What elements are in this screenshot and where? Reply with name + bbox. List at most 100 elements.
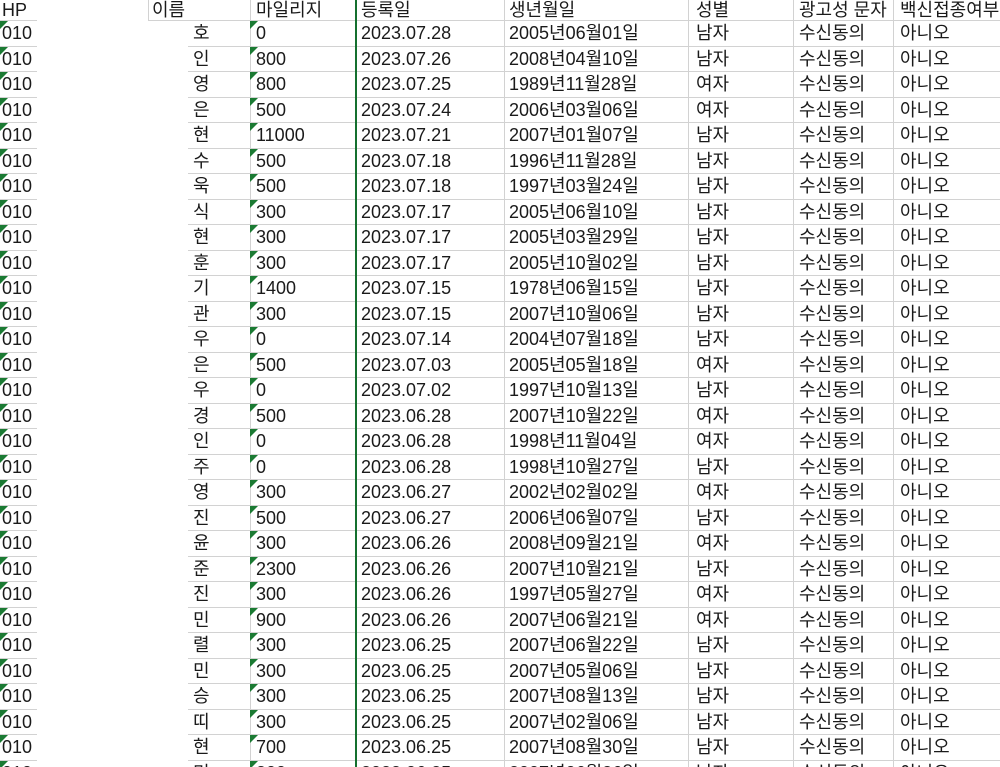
cell-name[interactable]: 호	[188, 21, 250, 47]
cell-hp[interactable]: 010	[0, 148, 37, 174]
cell-mileage[interactable]: 300	[250, 199, 355, 225]
cell-gender[interactable]: 여자	[688, 98, 793, 123]
cell-name[interactable]: 영	[188, 480, 250, 506]
cell-birth[interactable]: 2007년02월06일	[504, 710, 688, 735]
cell-birth[interactable]: 2007년06월22일	[504, 633, 688, 659]
cell-hp[interactable]: 010	[0, 709, 37, 735]
cell-gender[interactable]: 남자	[688, 455, 793, 480]
cell-name[interactable]: 기	[188, 276, 250, 302]
cell-vaccine[interactable]: 아니오	[893, 480, 1000, 506]
cell-vaccine[interactable]: 아니오	[893, 353, 1000, 378]
cell-name[interactable]: 은	[188, 353, 250, 378]
cell-reg_date[interactable]: 2023.07.02	[357, 378, 504, 404]
cell-birth[interactable]: 2005년06월01일	[504, 21, 688, 47]
cell-reg_date[interactable]: 2023.07.25	[357, 72, 504, 98]
cell-mileage[interactable]: 500	[250, 505, 355, 531]
cell-birth[interactable]: 1996년11월28일	[504, 149, 688, 174]
cell-ad_sms[interactable]: 수신동의	[793, 557, 893, 582]
column-header-gender[interactable]: 성별	[688, 0, 793, 21]
cell-hp[interactable]: 010	[0, 505, 37, 531]
cell-vaccine[interactable]: 아니오	[893, 608, 1000, 633]
cell-vaccine[interactable]: 아니오	[893, 72, 1000, 98]
cell-vaccine[interactable]: 아니오	[893, 761, 1000, 767]
cell-hp[interactable]: 010	[0, 199, 37, 225]
cell-mileage[interactable]: 500	[250, 148, 355, 174]
cell-name[interactable]: 현	[188, 123, 250, 149]
cell-name[interactable]: 렬	[188, 633, 250, 659]
cell-gender[interactable]: 여자	[688, 480, 793, 506]
cell-vaccine[interactable]: 아니오	[893, 327, 1000, 353]
cell-gender[interactable]: 여자	[688, 608, 793, 633]
cell-name[interactable]: 민	[188, 608, 250, 633]
cell-reg_date[interactable]: 2023.07.26	[357, 47, 504, 72]
cell-mileage[interactable]: 0	[250, 454, 355, 480]
cell-ad_sms[interactable]: 수신동의	[793, 480, 893, 506]
cell-ad_sms[interactable]: 수신동의	[793, 327, 893, 353]
cell-ad_sms[interactable]: 수신동의	[793, 276, 893, 302]
cell-ad_sms[interactable]: 수신동의	[793, 659, 893, 684]
cell-name[interactable]: 진	[188, 582, 250, 608]
cell-reg_date[interactable]: 2023.07.17	[357, 225, 504, 251]
cell-reg_date[interactable]: 2023.06.26	[357, 608, 504, 633]
cell-reg_date[interactable]: 2023.07.21	[357, 123, 504, 149]
cell-birth[interactable]: 2007년10월06일	[504, 302, 688, 327]
cell-hp[interactable]: 010	[0, 403, 37, 429]
cell-vaccine[interactable]: 아니오	[893, 174, 1000, 200]
cell-reg_date[interactable]: 2023.07.15	[357, 302, 504, 327]
cell-birth[interactable]: 2008년09월21일	[504, 531, 688, 557]
cell-mileage[interactable]: 0	[250, 21, 355, 47]
cell-hp[interactable]: 010	[0, 46, 37, 72]
cell-birth[interactable]: 2007년06월26일	[504, 761, 688, 767]
cell-vaccine[interactable]: 아니오	[893, 582, 1000, 608]
cell-vaccine[interactable]: 아니오	[893, 710, 1000, 735]
cell-birth[interactable]: 2008년04월10일	[504, 47, 688, 72]
cell-ad_sms[interactable]: 수신동의	[793, 302, 893, 327]
cell-vaccine[interactable]: 아니오	[893, 506, 1000, 531]
cell-hp[interactable]: 010	[0, 633, 37, 659]
cell-gender[interactable]: 남자	[688, 710, 793, 735]
cell-reg_date[interactable]: 2023.06.27	[357, 506, 504, 531]
cell-vaccine[interactable]: 아니오	[893, 200, 1000, 225]
cell-mileage[interactable]: 300	[250, 582, 355, 608]
cell-reg_date[interactable]: 2023.06.25	[357, 761, 504, 767]
cell-reg_date[interactable]: 2023.06.28	[357, 404, 504, 429]
cell-vaccine[interactable]: 아니오	[893, 404, 1000, 429]
cell-birth[interactable]: 2007년01월07일	[504, 123, 688, 149]
cell-vaccine[interactable]: 아니오	[893, 47, 1000, 72]
cell-reg_date[interactable]: 2023.07.18	[357, 174, 504, 200]
cell-vaccine[interactable]: 아니오	[893, 531, 1000, 557]
cell-vaccine[interactable]: 아니오	[893, 557, 1000, 582]
cell-vaccine[interactable]: 아니오	[893, 302, 1000, 327]
cell-vaccine[interactable]: 아니오	[893, 276, 1000, 302]
cell-ad_sms[interactable]: 수신동의	[793, 149, 893, 174]
cell-hp[interactable]: 010	[0, 327, 37, 353]
cell-reg_date[interactable]: 2023.06.27	[357, 480, 504, 506]
cell-hp[interactable]: 010	[0, 97, 37, 123]
cell-gender[interactable]: 남자	[688, 761, 793, 767]
cell-name[interactable]: 민	[188, 659, 250, 684]
cell-vaccine[interactable]: 아니오	[893, 98, 1000, 123]
cell-ad_sms[interactable]: 수신동의	[793, 582, 893, 608]
cell-hp[interactable]: 010	[0, 658, 37, 684]
cell-ad_sms[interactable]: 수신동의	[793, 378, 893, 404]
cell-gender[interactable]: 여자	[688, 353, 793, 378]
cell-mileage[interactable]: 0	[250, 429, 355, 455]
cell-mileage[interactable]: 0	[250, 327, 355, 353]
cell-birth[interactable]: 2007년10월22일	[504, 404, 688, 429]
cell-vaccine[interactable]: 아니오	[893, 21, 1000, 47]
cell-vaccine[interactable]: 아니오	[893, 455, 1000, 480]
cell-mileage[interactable]: 300	[250, 684, 355, 710]
cell-name[interactable]: 민	[188, 761, 250, 767]
cell-ad_sms[interactable]: 수신동의	[793, 353, 893, 378]
cell-gender[interactable]: 남자	[688, 123, 793, 149]
cell-gender[interactable]: 남자	[688, 378, 793, 404]
cell-hp[interactable]: 010	[0, 735, 37, 761]
cell-reg_date[interactable]: 2023.07.17	[357, 200, 504, 225]
cell-hp[interactable]: 010	[0, 760, 37, 767]
cell-ad_sms[interactable]: 수신동의	[793, 404, 893, 429]
cell-gender[interactable]: 남자	[688, 21, 793, 47]
cell-reg_date[interactable]: 2023.06.28	[357, 455, 504, 480]
cell-reg_date[interactable]: 2023.07.24	[357, 98, 504, 123]
cell-reg_date[interactable]: 2023.07.14	[357, 327, 504, 353]
cell-birth[interactable]: 2002년02월02일	[504, 480, 688, 506]
